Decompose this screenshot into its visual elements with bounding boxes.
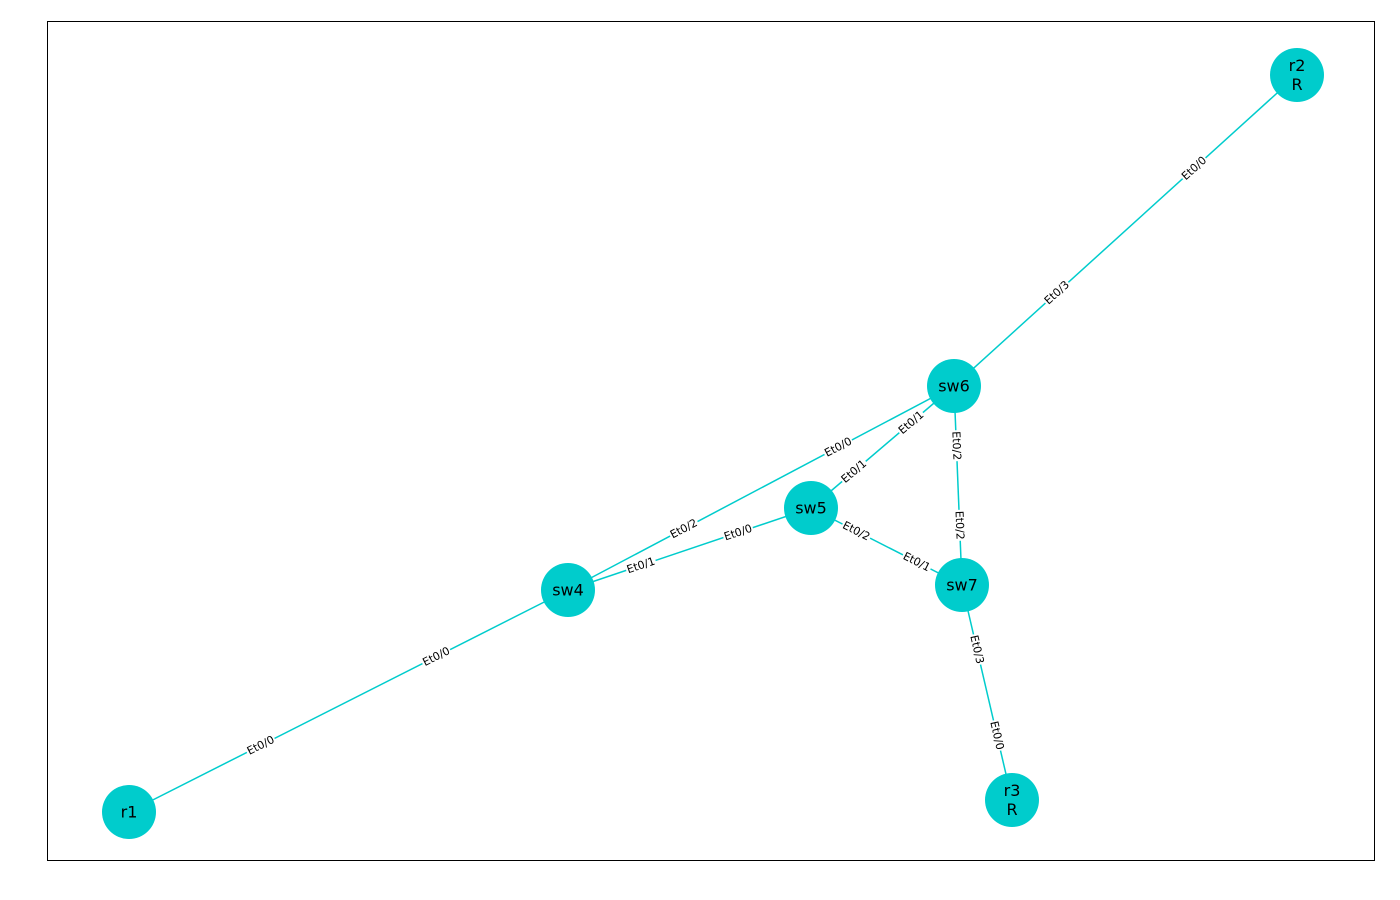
port-label-sw4-to-sw6: Et0/2 <box>666 515 701 543</box>
port-label-sw4-to-r1: Et0/0 <box>419 643 454 670</box>
port-label-sw6-to-sw7: Et0/2 <box>948 429 965 462</box>
port-label-sw7-to-sw5-text: Et0/1 <box>901 550 933 575</box>
port-label-sw5-to-sw6: Et0/1 <box>837 456 871 487</box>
port-label-r1-to-sw4-text: Et0/0 <box>245 733 277 758</box>
node-r3[interactable]: r3R <box>985 773 1039 827</box>
port-label-sw6-to-sw4: Et0/0 <box>821 433 856 461</box>
port-label-sw7-to-r3-text: Et0/3 <box>967 634 986 665</box>
port-labels-layer: Et0/0 Et0/3 Et0/0 Et0/2 Et0/1 Et0/1 Et0/2 Et0/2… <box>243 152 1211 759</box>
node-sw7[interactable]: sw7 <box>935 558 989 612</box>
link-sw5-sw4 <box>567 507 812 591</box>
port-label-sw6-to-sw7-bg <box>948 429 965 462</box>
port-label-sw4-to-sw5-bg <box>623 553 658 577</box>
port-label-sw5-to-sw4-bg <box>721 521 756 545</box>
port-label-sw5-to-sw7: Et0/2 <box>839 517 874 545</box>
node-r3-label-0: r3 <box>1004 781 1021 800</box>
node-sw7-circle <box>935 558 989 612</box>
port-label-sw7-to-r3-bg <box>966 632 988 667</box>
node-sw4[interactable]: sw4 <box>541 563 595 617</box>
port-label-sw6-to-sw4-bg <box>821 433 856 461</box>
port-label-sw4-to-r1-text: Et0/0 <box>420 644 452 669</box>
port-label-sw6-to-sw5-bg <box>894 407 928 438</box>
node-r2-label-1: R <box>1291 75 1302 94</box>
node-sw5[interactable]: sw5 <box>784 481 838 535</box>
link-r2-sw6 <box>953 74 1298 387</box>
port-label-sw5-to-sw4: Et0/0 <box>721 521 756 545</box>
port-label-sw4-to-sw6-text: Et0/2 <box>668 516 700 541</box>
node-r1[interactable]: r1 <box>102 785 156 839</box>
port-label-r3-to-sw7-text: Et0/0 <box>987 720 1006 751</box>
node-sw5-label-0: sw5 <box>795 499 827 518</box>
port-label-r3-to-sw7-bg <box>986 718 1008 753</box>
port-label-sw7-to-sw5-bg <box>899 548 934 576</box>
port-label-sw4-to-sw6-bg <box>666 515 701 543</box>
node-sw6-circle <box>927 359 981 413</box>
port-label-r1-to-sw4-bg <box>243 732 278 759</box>
port-label-sw6-to-sw7-text: Et0/2 <box>949 431 963 460</box>
node-sw6[interactable]: sw6 <box>927 359 981 413</box>
node-sw4-circle <box>541 563 595 617</box>
port-label-sw4-to-r1-bg <box>419 643 454 670</box>
port-label-sw7-to-sw6-text: Et0/2 <box>953 511 967 540</box>
port-label-r3-to-sw7: Et0/0 <box>986 718 1008 753</box>
node-r3-label-1: R <box>1006 800 1017 819</box>
node-r2-label-0: r2 <box>1289 56 1306 75</box>
port-label-sw5-to-sw6-bg <box>837 456 871 487</box>
plot-frame <box>47 21 1375 861</box>
port-label-sw7-to-sw6: Et0/2 <box>951 509 968 542</box>
link-sw6-sw5 <box>810 385 955 509</box>
node-r1-circle <box>102 785 156 839</box>
link-sw7-r3 <box>961 584 1013 801</box>
port-label-sw6-to-sw4-text: Et0/0 <box>822 435 854 460</box>
node-r2[interactable]: r2R <box>1270 48 1324 102</box>
port-label-sw7-to-sw6-bg <box>951 509 968 542</box>
link-sw4-r1 <box>128 589 569 813</box>
port-label-sw6-to-sw5: Et0/1 <box>894 407 928 438</box>
port-label-sw5-to-sw7-bg <box>839 517 874 545</box>
node-sw7-label-0: sw7 <box>946 576 978 595</box>
port-label-sw6-to-r2-bg <box>1040 277 1074 309</box>
node-sw5-circle <box>784 481 838 535</box>
node-sw4-label-0: sw4 <box>552 581 584 600</box>
node-r1-label-0: r1 <box>121 803 138 822</box>
link-sw6-sw7 <box>953 385 963 586</box>
node-sw6-label-0: sw6 <box>938 377 970 396</box>
links-layer <box>128 74 1298 813</box>
port-label-sw5-to-sw7-text: Et0/2 <box>840 519 872 544</box>
port-label-sw7-to-r3: Et0/3 <box>966 632 988 667</box>
port-label-sw5-to-sw4-text: Et0/0 <box>722 522 754 544</box>
port-label-sw7-to-sw5: Et0/1 <box>899 548 934 576</box>
node-r2-circle <box>1270 48 1324 102</box>
port-label-r2-to-sw6-bg <box>1177 152 1211 184</box>
link-sw6-sw4 <box>567 385 955 591</box>
node-r3-circle <box>985 773 1039 827</box>
link-sw5-sw7 <box>810 507 963 586</box>
port-label-r1-to-sw4: Et0/0 <box>243 732 278 759</box>
